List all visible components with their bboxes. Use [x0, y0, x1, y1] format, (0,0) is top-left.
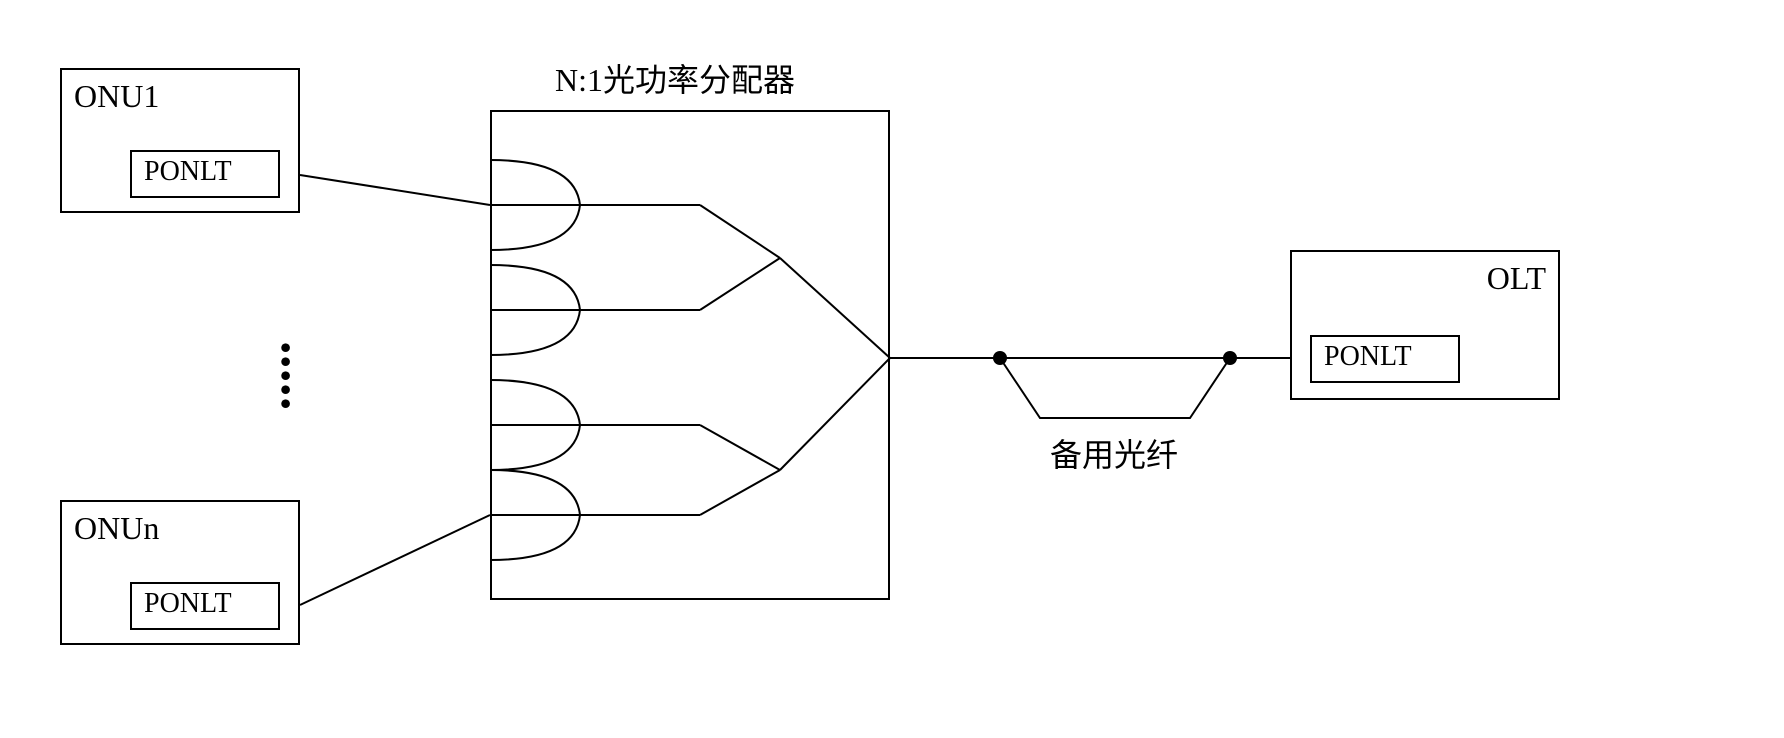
- diagram-lines: [0, 0, 1784, 738]
